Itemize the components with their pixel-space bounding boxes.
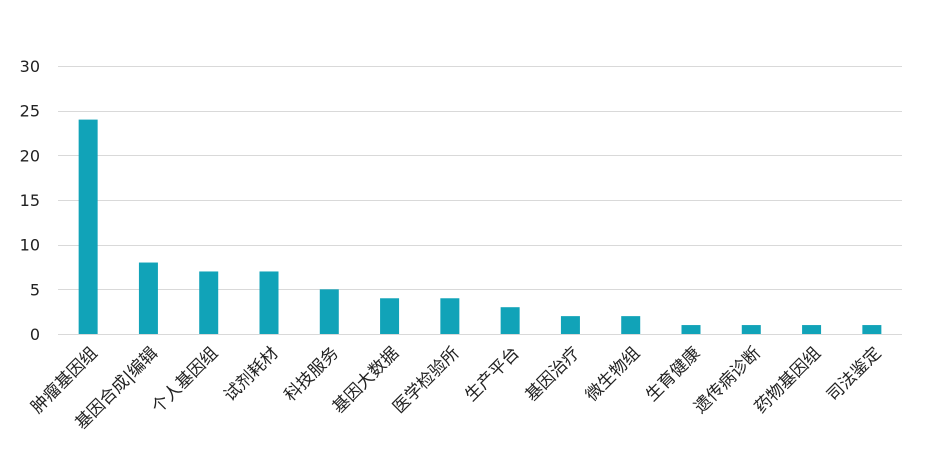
bar (500, 307, 520, 334)
x-category-label: 医学检验所 (389, 343, 463, 417)
y-tick-label: 5 (30, 280, 40, 299)
x-category-label: 科技服务 (281, 343, 343, 405)
x-axis-category-labels: 肿瘤基因组基因合成|编辑个人基因组试剂耗材科技服务基因大数据医学检验所生产平台基… (27, 343, 885, 433)
x-category-label: 试剂耗材 (220, 343, 282, 405)
bar (862, 325, 882, 334)
bar (259, 271, 279, 334)
bar (199, 271, 219, 334)
x-category-label: 生育健康 (642, 343, 704, 405)
y-tick-label: 30 (20, 57, 40, 76)
y-axis-ticks: 0 5 10 15 20 25 30 (20, 57, 40, 344)
bar (380, 298, 400, 334)
bar (681, 325, 701, 334)
y-tick-label: 20 (20, 146, 40, 165)
bars (78, 119, 882, 334)
y-tick-label: 15 (20, 191, 40, 210)
bar (802, 325, 822, 334)
bar (560, 316, 580, 334)
y-tick-label: 0 (30, 325, 40, 344)
bar (78, 119, 98, 334)
y-tick-label: 25 (20, 102, 40, 121)
x-category-label: 个人基因组 (148, 343, 222, 417)
x-category-label: 基因治疗 (522, 343, 584, 405)
bar (138, 262, 158, 334)
x-category-label: 药物基因组 (751, 343, 825, 417)
x-category-label: 司法鉴定 (823, 343, 885, 405)
bar (319, 289, 339, 334)
bar (741, 325, 761, 334)
x-category-label: 生产平台 (461, 343, 523, 405)
gridlines (58, 66, 902, 335)
y-tick-label: 10 (20, 236, 40, 255)
x-category-label: 微生物组 (582, 343, 644, 405)
bar (621, 316, 641, 334)
bar (440, 298, 460, 334)
